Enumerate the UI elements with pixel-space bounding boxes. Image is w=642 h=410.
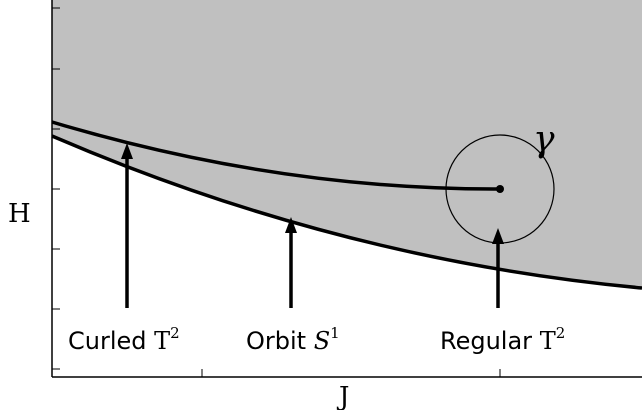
y-ticks [52,7,60,370]
x-ticks [201,369,501,377]
lower-boundary-curve [51,134,642,290]
gamma-label: γ [533,119,555,160]
curled-arrow-head [121,143,133,159]
curled-torus-curve [51,120,501,191]
x-axis-label: J [336,382,349,410]
orbit-label: Orbit S1 [246,324,340,355]
regular-label: Regular T2 [440,324,565,355]
curled-label: Curled T2 [68,324,180,355]
y-axis-label: H [8,199,31,229]
regular-arrow-head [492,228,504,244]
orbit-arrow-head [285,217,297,233]
shaded-region [52,0,642,288]
arrows [121,143,504,308]
focus-point [496,185,504,193]
